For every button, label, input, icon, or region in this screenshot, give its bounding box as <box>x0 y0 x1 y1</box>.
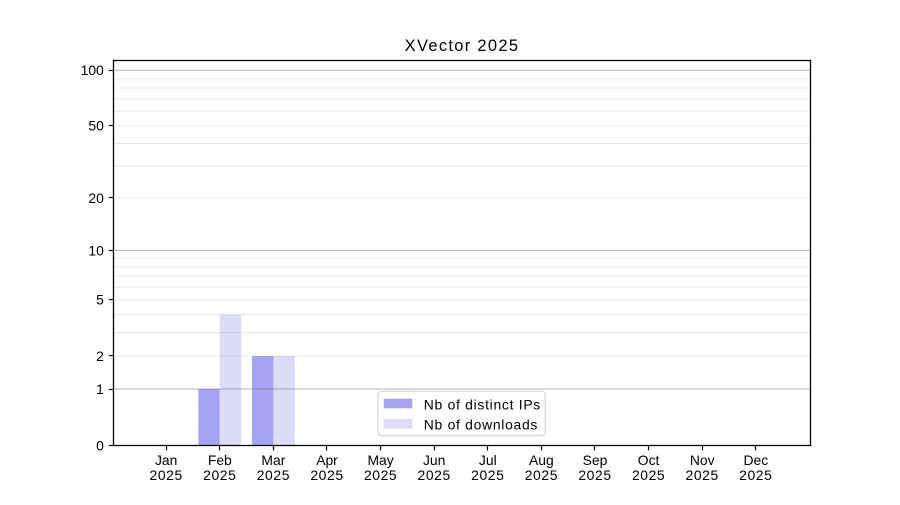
svg-text:Jun: Jun <box>423 452 445 468</box>
svg-text:XVector 2025: XVector 2025 <box>405 37 520 55</box>
svg-text:2025: 2025 <box>471 467 504 483</box>
svg-text:2025: 2025 <box>578 467 611 483</box>
svg-text:Nb of distinct IPs: Nb of distinct IPs <box>424 396 541 412</box>
svg-text:2025: 2025 <box>418 467 451 483</box>
svg-text:5: 5 <box>96 292 104 308</box>
svg-text:Apr: Apr <box>316 452 338 468</box>
svg-text:50: 50 <box>88 118 104 134</box>
svg-text:2025: 2025 <box>203 467 236 483</box>
svg-text:2025: 2025 <box>150 467 183 483</box>
svg-text:Dec: Dec <box>743 452 768 468</box>
svg-text:Aug: Aug <box>529 452 554 468</box>
svg-text:0: 0 <box>96 437 104 453</box>
svg-text:Sep: Sep <box>583 452 608 468</box>
svg-text:2025: 2025 <box>632 467 665 483</box>
svg-text:May: May <box>367 452 393 468</box>
svg-text:2025: 2025 <box>686 467 719 483</box>
svg-text:2025: 2025 <box>257 467 290 483</box>
svg-text:Mar: Mar <box>261 452 285 468</box>
svg-text:Jul: Jul <box>479 452 497 468</box>
svg-text:Jan: Jan <box>155 452 177 468</box>
svg-text:Feb: Feb <box>208 452 232 468</box>
svg-text:2025: 2025 <box>525 467 558 483</box>
svg-text:2: 2 <box>96 348 104 364</box>
svg-text:2025: 2025 <box>310 467 343 483</box>
svg-text:2025: 2025 <box>739 467 772 483</box>
svg-text:Nb of downloads: Nb of downloads <box>424 417 538 433</box>
svg-text:Nov: Nov <box>690 452 715 468</box>
svg-text:2025: 2025 <box>364 467 397 483</box>
svg-text:Oct: Oct <box>638 452 660 468</box>
svg-text:20: 20 <box>88 190 104 206</box>
svg-text:10: 10 <box>88 242 104 258</box>
svg-text:100: 100 <box>81 62 104 78</box>
svg-text:1: 1 <box>96 381 104 397</box>
